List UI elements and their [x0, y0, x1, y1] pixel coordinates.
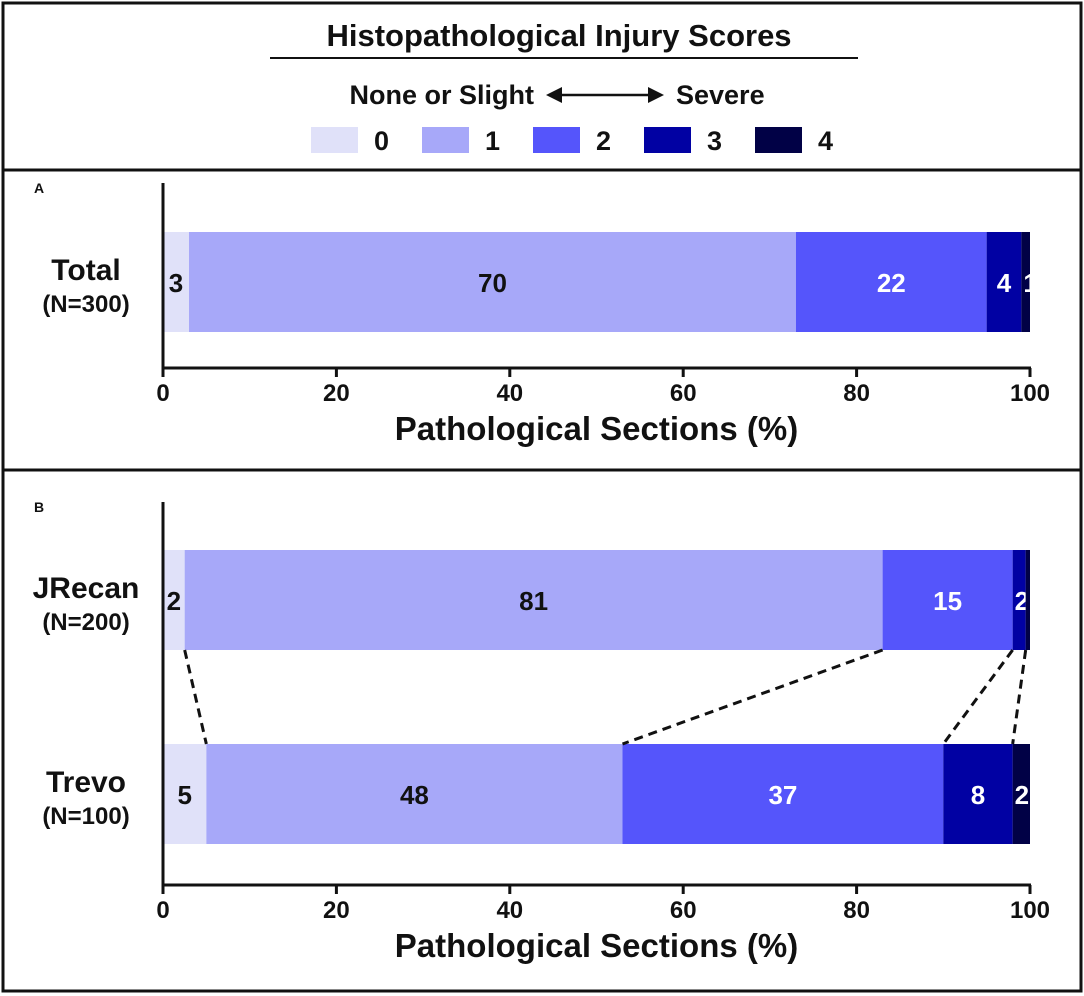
legend-label-3: 3 — [707, 126, 722, 156]
data-label-total-score-4: 1 — [1023, 268, 1037, 298]
data-label-trevo-score-0: 5 — [177, 780, 191, 810]
bar-total-score-3 — [986, 232, 1022, 332]
legend-label-4: 4 — [818, 126, 833, 156]
connector-score-0 — [183, 649, 208, 745]
x-tick-label-100: 100 — [1010, 897, 1050, 924]
data-label-jrecan-score-1: 81 — [519, 586, 548, 616]
data-label-total-score-2: 22 — [877, 268, 906, 298]
bar-trevo-score-4 — [1012, 744, 1030, 844]
legend-arrow-left-head — [546, 87, 562, 103]
x-axis-title: Pathological Sections (%) — [395, 927, 798, 964]
data-label-trevo-score-1: 48 — [400, 780, 429, 810]
legend-right-label: Severe — [676, 80, 765, 110]
legend-swatch-4 — [755, 127, 802, 153]
bar-jrecan-score-0 — [163, 550, 185, 650]
bar-jrecan-score-3 — [1012, 550, 1026, 650]
legend-swatch-1 — [422, 127, 469, 153]
data-label-jrecan-score-2: 15 — [933, 586, 962, 616]
category-n-total: (N=300) — [42, 291, 129, 318]
category-n-trevo: (N=100) — [42, 803, 129, 830]
legend: Histopathological Injury Scores None or … — [270, 18, 858, 156]
data-label-jrecan-score-3: 2 — [1015, 586, 1029, 616]
legend-left-label: None or Slight — [350, 80, 535, 110]
x-tick-label-80: 80 — [843, 380, 870, 407]
panel-b-label: B — [34, 499, 44, 515]
panel-a-label: A — [34, 180, 44, 196]
legend-title: Histopathological Injury Scores — [326, 18, 791, 53]
bar-trevo-score-2 — [622, 744, 944, 844]
bar-jrecan-score-2 — [882, 550, 1013, 650]
legend-swatch-2 — [533, 127, 580, 153]
data-label-trevo-score-2: 37 — [768, 780, 797, 810]
category-label-jrecan: JRecan — [33, 572, 140, 605]
data-label-jrecan-score-0: 2 — [167, 586, 181, 616]
legend-swatch-0 — [311, 127, 358, 153]
x-tick-label-20: 20 — [323, 380, 350, 407]
bar-total-score-2 — [795, 232, 987, 332]
category-label-trevo: Trevo — [46, 766, 126, 799]
bar-trevo-score-3 — [943, 744, 1013, 844]
bar-total-score-4 — [1021, 232, 1030, 332]
connector-score-2 — [942, 649, 1014, 745]
legend-swatch-3 — [644, 127, 691, 153]
bar-total-score-1 — [189, 232, 796, 332]
x-tick-label-0: 0 — [156, 897, 169, 924]
x-tick-label-40: 40 — [496, 380, 523, 407]
x-tick-label-100: 100 — [1010, 380, 1050, 407]
x-tick-label-0: 0 — [156, 380, 169, 407]
x-tick-label-60: 60 — [670, 380, 697, 407]
x-tick-label-60: 60 — [670, 897, 697, 924]
bar-jrecan-score-1 — [184, 550, 883, 650]
bar-trevo-score-1 — [206, 744, 623, 844]
bar-trevo-score-0 — [163, 744, 207, 844]
data-label-total-score-0: 3 — [169, 268, 183, 298]
bar-jrecan-score-4 — [1025, 550, 1030, 650]
connector-score-3 — [1011, 649, 1028, 745]
x-axis-title: Pathological Sections (%) — [395, 410, 798, 447]
x-tick-label-80: 80 — [843, 897, 870, 924]
legend-label-1: 1 — [485, 126, 500, 156]
panel-a-chart: 3 70 22 4 1 Total (N=300) 0 20 40 60 80 100 Pathologi… — [42, 183, 1050, 447]
category-n-jrecan: (N=200) — [42, 609, 129, 636]
legend-swatches: 0 1 2 3 4 — [311, 126, 833, 156]
x-tick-label-40: 40 — [496, 897, 523, 924]
data-label-total-score-3: 4 — [997, 268, 1012, 298]
connector-score-1 — [622, 648, 884, 746]
bar-total-score-0 — [163, 232, 190, 332]
data-label-total-score-1: 70 — [478, 268, 507, 298]
legend-label-2: 2 — [596, 126, 611, 156]
x-tick-label-20: 20 — [323, 897, 350, 924]
legend-arrow-right-head — [648, 87, 664, 103]
legend-label-0: 0 — [374, 126, 389, 156]
data-label-trevo-score-3: 8 — [971, 780, 985, 810]
data-label-trevo-score-4: 2 — [1015, 780, 1029, 810]
category-label-total: Total — [51, 254, 120, 287]
